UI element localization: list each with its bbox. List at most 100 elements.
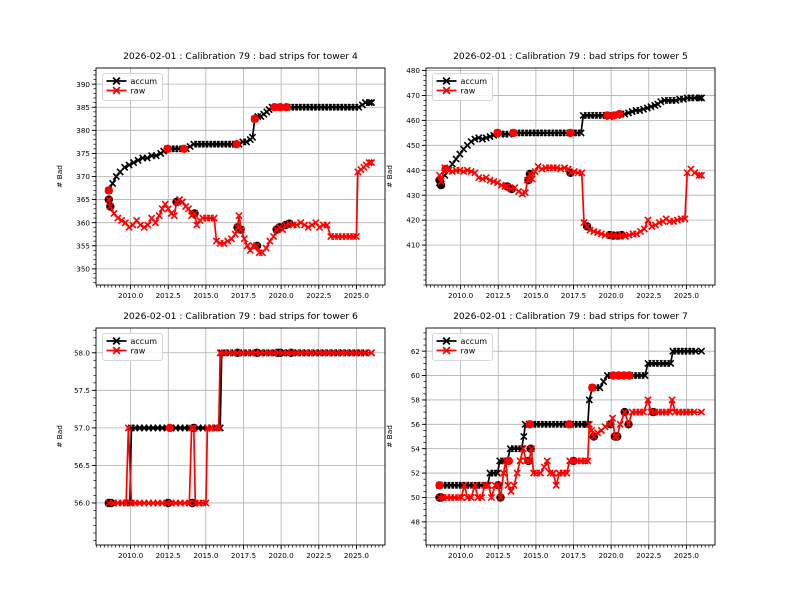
y-tick-label: 470 [406, 91, 420, 100]
axis-ticks [91, 69, 384, 290]
plot-border [95, 67, 386, 286]
x-tick-label: 2025.0 [674, 291, 700, 300]
x-tick-label: 2015.0 [523, 551, 549, 560]
plot-area: 2010.0 2012.5 2015.0 2017.5 2020.0 2022.5 2025… [76, 67, 386, 300]
plot-area: 2010.0 2012.5 2015.0 2017.5 2020.0 2022.5 2025… [411, 327, 716, 560]
x-tick-label: 2010.0 [448, 291, 474, 300]
x-tick-labels: 2010.0 2012.5 2015.0 2017.5 2020.0 2022.5 2025… [448, 551, 699, 560]
raw-calibration-dots [435, 168, 626, 240]
axis-ticks [91, 329, 384, 550]
calibration-dot [163, 144, 172, 153]
y-tick-label: 56.5 [74, 461, 90, 470]
legend-raw-marker [112, 86, 121, 95]
y-axis-label: # Bad [385, 165, 394, 188]
x-tick-label: 2015.0 [193, 291, 219, 300]
y-tick-labels: 48 50 52 54 56 58 60 62 [411, 347, 421, 527]
raw-series-markers [435, 162, 706, 241]
accum-series-markers [435, 347, 706, 489]
x-tick-label: 2015.0 [523, 291, 549, 300]
legend-accum-marker [442, 76, 451, 86]
accum-calibration-dots [165, 423, 174, 433]
calibration-dot [250, 114, 259, 124]
y-tick-label: 430 [406, 191, 420, 200]
y-tick-label: 380 [76, 126, 90, 135]
chart-title: 2026-02-01 : Calibration 79 : bad strips… [123, 311, 358, 322]
calibration-dot [104, 186, 114, 195]
y-tick-labels: 350 355 360 365 370 375 380 385 390 [76, 80, 90, 274]
y-tick-label: 390 [76, 80, 90, 89]
calibration-dot [588, 383, 597, 392]
chart-tower-6: 2026-02-01 : Calibration 79 : bad strips… [55, 311, 386, 560]
y-tick-label: 420 [406, 216, 420, 225]
y-tick-label: 54 [411, 444, 421, 453]
raw-series-markers [105, 158, 376, 257]
calibration-dot [232, 140, 241, 149]
chart-tower-5: 2026-02-01 : Calibration 79 : bad strips… [385, 51, 716, 300]
y-tick-label: 480 [406, 66, 420, 75]
raw-series-markers [105, 349, 376, 507]
x-tick-label: 2012.5 [156, 291, 181, 300]
legend-raw-label: raw [131, 86, 146, 95]
y-tick-label: 375 [76, 149, 90, 158]
legend-raw-label: raw [461, 346, 476, 355]
calibration-dot [625, 371, 634, 380]
y-tick-label: 360 [76, 218, 90, 227]
legend-raw-marker [442, 86, 451, 95]
legend-raw-label: raw [461, 86, 476, 95]
x-tick-label: 2012.5 [486, 551, 511, 560]
x-tick-label: 2017.5 [561, 551, 586, 560]
chart-title: 2026-02-01 : Calibration 79 : bad strips… [123, 51, 358, 62]
y-tick-label: 355 [76, 241, 90, 250]
y-tick-label: 410 [406, 241, 420, 250]
x-tick-label: 2012.5 [156, 551, 181, 560]
chart-tower-4: 2026-02-01 : Calibration 79 : bad strips… [55, 51, 386, 300]
x-tick-label: 2010.0 [448, 551, 474, 560]
y-tick-label: 365 [76, 195, 90, 204]
x-tick-label: 2010.0 [118, 551, 144, 560]
raw-series-markers [435, 396, 706, 502]
chart-tower-7: 2026-02-01 : Calibration 79 : bad strips… [385, 311, 716, 560]
legend-accum-marker [112, 336, 121, 346]
x-tick-label: 2017.5 [561, 291, 586, 300]
x-tick-label: 2010.0 [118, 291, 144, 300]
legend-accum-marker [442, 336, 451, 346]
accum-calibration-dots [104, 103, 291, 195]
calibration-dot [165, 423, 174, 433]
plot-border [425, 327, 716, 546]
accum-series-line [439, 350, 702, 487]
x-tick-label: 2020.0 [599, 291, 625, 300]
plot-area: 2010.0 2012.5 2015.0 2017.5 2020.0 2022.5 2025… [74, 327, 386, 560]
y-tick-label: 56.0 [74, 499, 90, 508]
chart-title: 2026-02-01 : Calibration 79 : bad strips… [453, 51, 688, 62]
x-tick-label: 2020.0 [599, 551, 625, 560]
y-tick-label: 52 [411, 469, 420, 478]
y-tick-label: 50 [411, 493, 421, 502]
y-tick-label: 60 [411, 371, 421, 380]
calibration-dot [282, 103, 291, 112]
calibration-dot [509, 128, 518, 138]
calibration-dot [179, 144, 189, 153]
x-tick-labels: 2010.0 2012.5 2015.0 2017.5 2020.0 2022.5 2025… [448, 291, 699, 300]
x-tick-label: 2025.0 [674, 551, 700, 560]
calibration-dot [525, 420, 535, 429]
y-tick-label: 58 [411, 396, 421, 405]
x-tick-label: 2025.0 [344, 551, 370, 560]
y-axis-label: # Bad [385, 425, 394, 448]
plot-border [95, 327, 386, 546]
x-tick-labels: 2010.0 2012.5 2015.0 2017.5 2020.0 2022.5 2025… [118, 551, 369, 560]
plot-border [425, 67, 716, 286]
y-axis-label: # Bad [55, 425, 64, 448]
calibration-dot [493, 128, 502, 138]
y-axis-label: # Bad [55, 165, 64, 188]
y-tick-label: 385 [76, 103, 90, 112]
calibration-dot [435, 481, 444, 490]
x-tick-label: 2020.0 [269, 551, 295, 560]
calibration-dot [566, 128, 575, 138]
x-tick-label: 2017.5 [231, 551, 256, 560]
x-tick-label: 2020.0 [269, 291, 295, 300]
